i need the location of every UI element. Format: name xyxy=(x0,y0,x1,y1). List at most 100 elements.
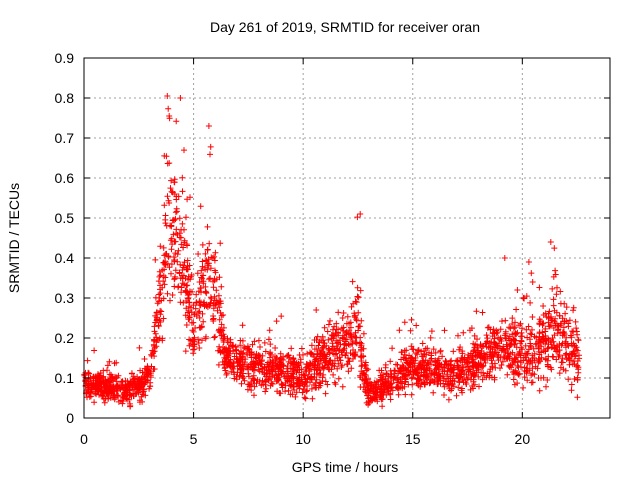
data-point xyxy=(210,316,216,323)
data-point xyxy=(537,336,544,343)
data-point xyxy=(172,209,179,216)
data-point xyxy=(322,390,329,397)
data-point xyxy=(204,247,211,253)
data-point xyxy=(193,300,200,306)
data-point xyxy=(471,344,478,351)
data-point xyxy=(245,373,252,380)
data-point xyxy=(559,332,566,339)
data-point xyxy=(427,334,434,341)
data-point xyxy=(315,351,322,358)
data-point xyxy=(571,376,578,382)
data-point xyxy=(525,350,531,357)
data-point xyxy=(187,276,194,283)
data-point xyxy=(409,381,416,388)
data-point xyxy=(545,363,551,370)
data-point xyxy=(246,346,253,353)
data-point xyxy=(543,313,550,320)
data-point xyxy=(303,364,310,371)
data-point xyxy=(251,338,258,345)
data-point xyxy=(453,392,460,399)
chart-title: Day 261 of 2019, SRMTID for receiver ora… xyxy=(210,19,480,35)
data-point xyxy=(511,371,517,377)
data-point xyxy=(354,293,361,300)
data-point xyxy=(166,113,173,119)
data-point xyxy=(372,389,378,396)
data-point xyxy=(90,377,97,384)
data-point xyxy=(516,322,522,329)
data-point xyxy=(556,370,563,377)
data-point xyxy=(434,372,440,379)
data-point xyxy=(239,337,246,344)
data-point xyxy=(216,343,223,350)
data-point xyxy=(553,291,560,298)
data-point xyxy=(563,304,570,311)
y-tick-label: 0.5 xyxy=(55,210,75,226)
data-point xyxy=(182,312,189,319)
data-point xyxy=(249,341,256,348)
data-point xyxy=(245,381,251,388)
data-point xyxy=(135,376,142,383)
data-point xyxy=(430,379,437,386)
data-point xyxy=(495,357,502,364)
data-point xyxy=(479,376,486,383)
data-point xyxy=(489,363,496,370)
data-point xyxy=(320,339,327,346)
data-point xyxy=(263,385,270,392)
data-point xyxy=(343,331,350,338)
data-point xyxy=(164,160,171,167)
data-point xyxy=(410,368,417,375)
data-point xyxy=(224,362,231,368)
data-point xyxy=(278,313,285,320)
data-point xyxy=(101,399,108,406)
data-point xyxy=(531,354,537,361)
data-point xyxy=(398,364,405,371)
data-point xyxy=(387,396,394,403)
data-point xyxy=(101,391,108,397)
data-point xyxy=(344,361,351,368)
data-point xyxy=(420,373,427,380)
data-point xyxy=(513,344,520,351)
data-point xyxy=(575,369,582,376)
data-point xyxy=(306,368,313,374)
data-point xyxy=(287,391,294,398)
data-point xyxy=(335,332,342,339)
data-point xyxy=(276,357,283,363)
data-point xyxy=(498,362,505,368)
data-point xyxy=(157,272,164,279)
y-tick-label: 0.7 xyxy=(55,130,75,146)
data-point xyxy=(379,376,386,383)
data-point xyxy=(430,346,437,353)
data-point xyxy=(557,300,564,307)
data-point xyxy=(218,321,225,328)
data-point xyxy=(186,342,193,349)
data-point xyxy=(166,264,173,271)
data-point xyxy=(480,343,487,349)
data-point xyxy=(468,372,475,379)
data-point xyxy=(491,374,498,381)
data-point xyxy=(272,345,279,351)
data-point xyxy=(460,329,467,336)
data-point xyxy=(554,284,560,291)
data-point xyxy=(342,352,349,359)
data-point xyxy=(576,355,583,362)
data-point xyxy=(148,353,155,359)
data-point xyxy=(213,287,220,294)
data-point xyxy=(169,189,176,196)
data-point xyxy=(182,288,189,295)
data-point xyxy=(345,368,352,375)
data-point xyxy=(251,383,258,390)
data-point xyxy=(442,357,449,364)
data-point xyxy=(242,345,249,352)
data-point xyxy=(265,336,272,343)
data-point xyxy=(183,305,190,312)
data-point xyxy=(454,366,461,373)
data-point xyxy=(570,304,577,311)
data-point xyxy=(574,374,581,381)
data-point xyxy=(400,354,407,361)
data-point xyxy=(525,323,532,330)
data-point xyxy=(542,355,549,362)
data-point xyxy=(408,354,415,361)
data-point xyxy=(574,362,581,369)
data-point xyxy=(536,321,543,328)
data-point xyxy=(565,376,572,383)
